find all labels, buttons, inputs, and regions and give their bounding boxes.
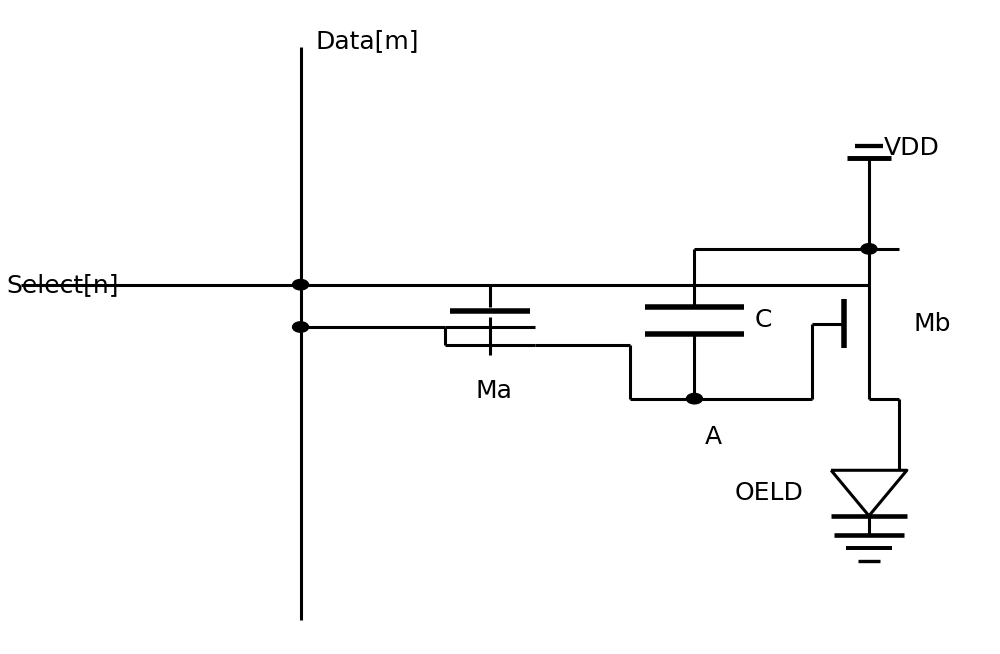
Text: Mb: Mb	[914, 312, 951, 336]
Text: VDD: VDD	[884, 136, 940, 160]
Circle shape	[293, 279, 309, 290]
Text: C: C	[754, 309, 772, 332]
Text: OELD: OELD	[734, 481, 803, 505]
Text: Ma: Ma	[475, 379, 512, 403]
Text: A: A	[704, 424, 722, 449]
Circle shape	[861, 244, 877, 254]
Circle shape	[293, 322, 309, 332]
Text: Select[n]: Select[n]	[6, 273, 119, 297]
Circle shape	[686, 394, 702, 404]
Text: Data[m]: Data[m]	[316, 29, 419, 54]
